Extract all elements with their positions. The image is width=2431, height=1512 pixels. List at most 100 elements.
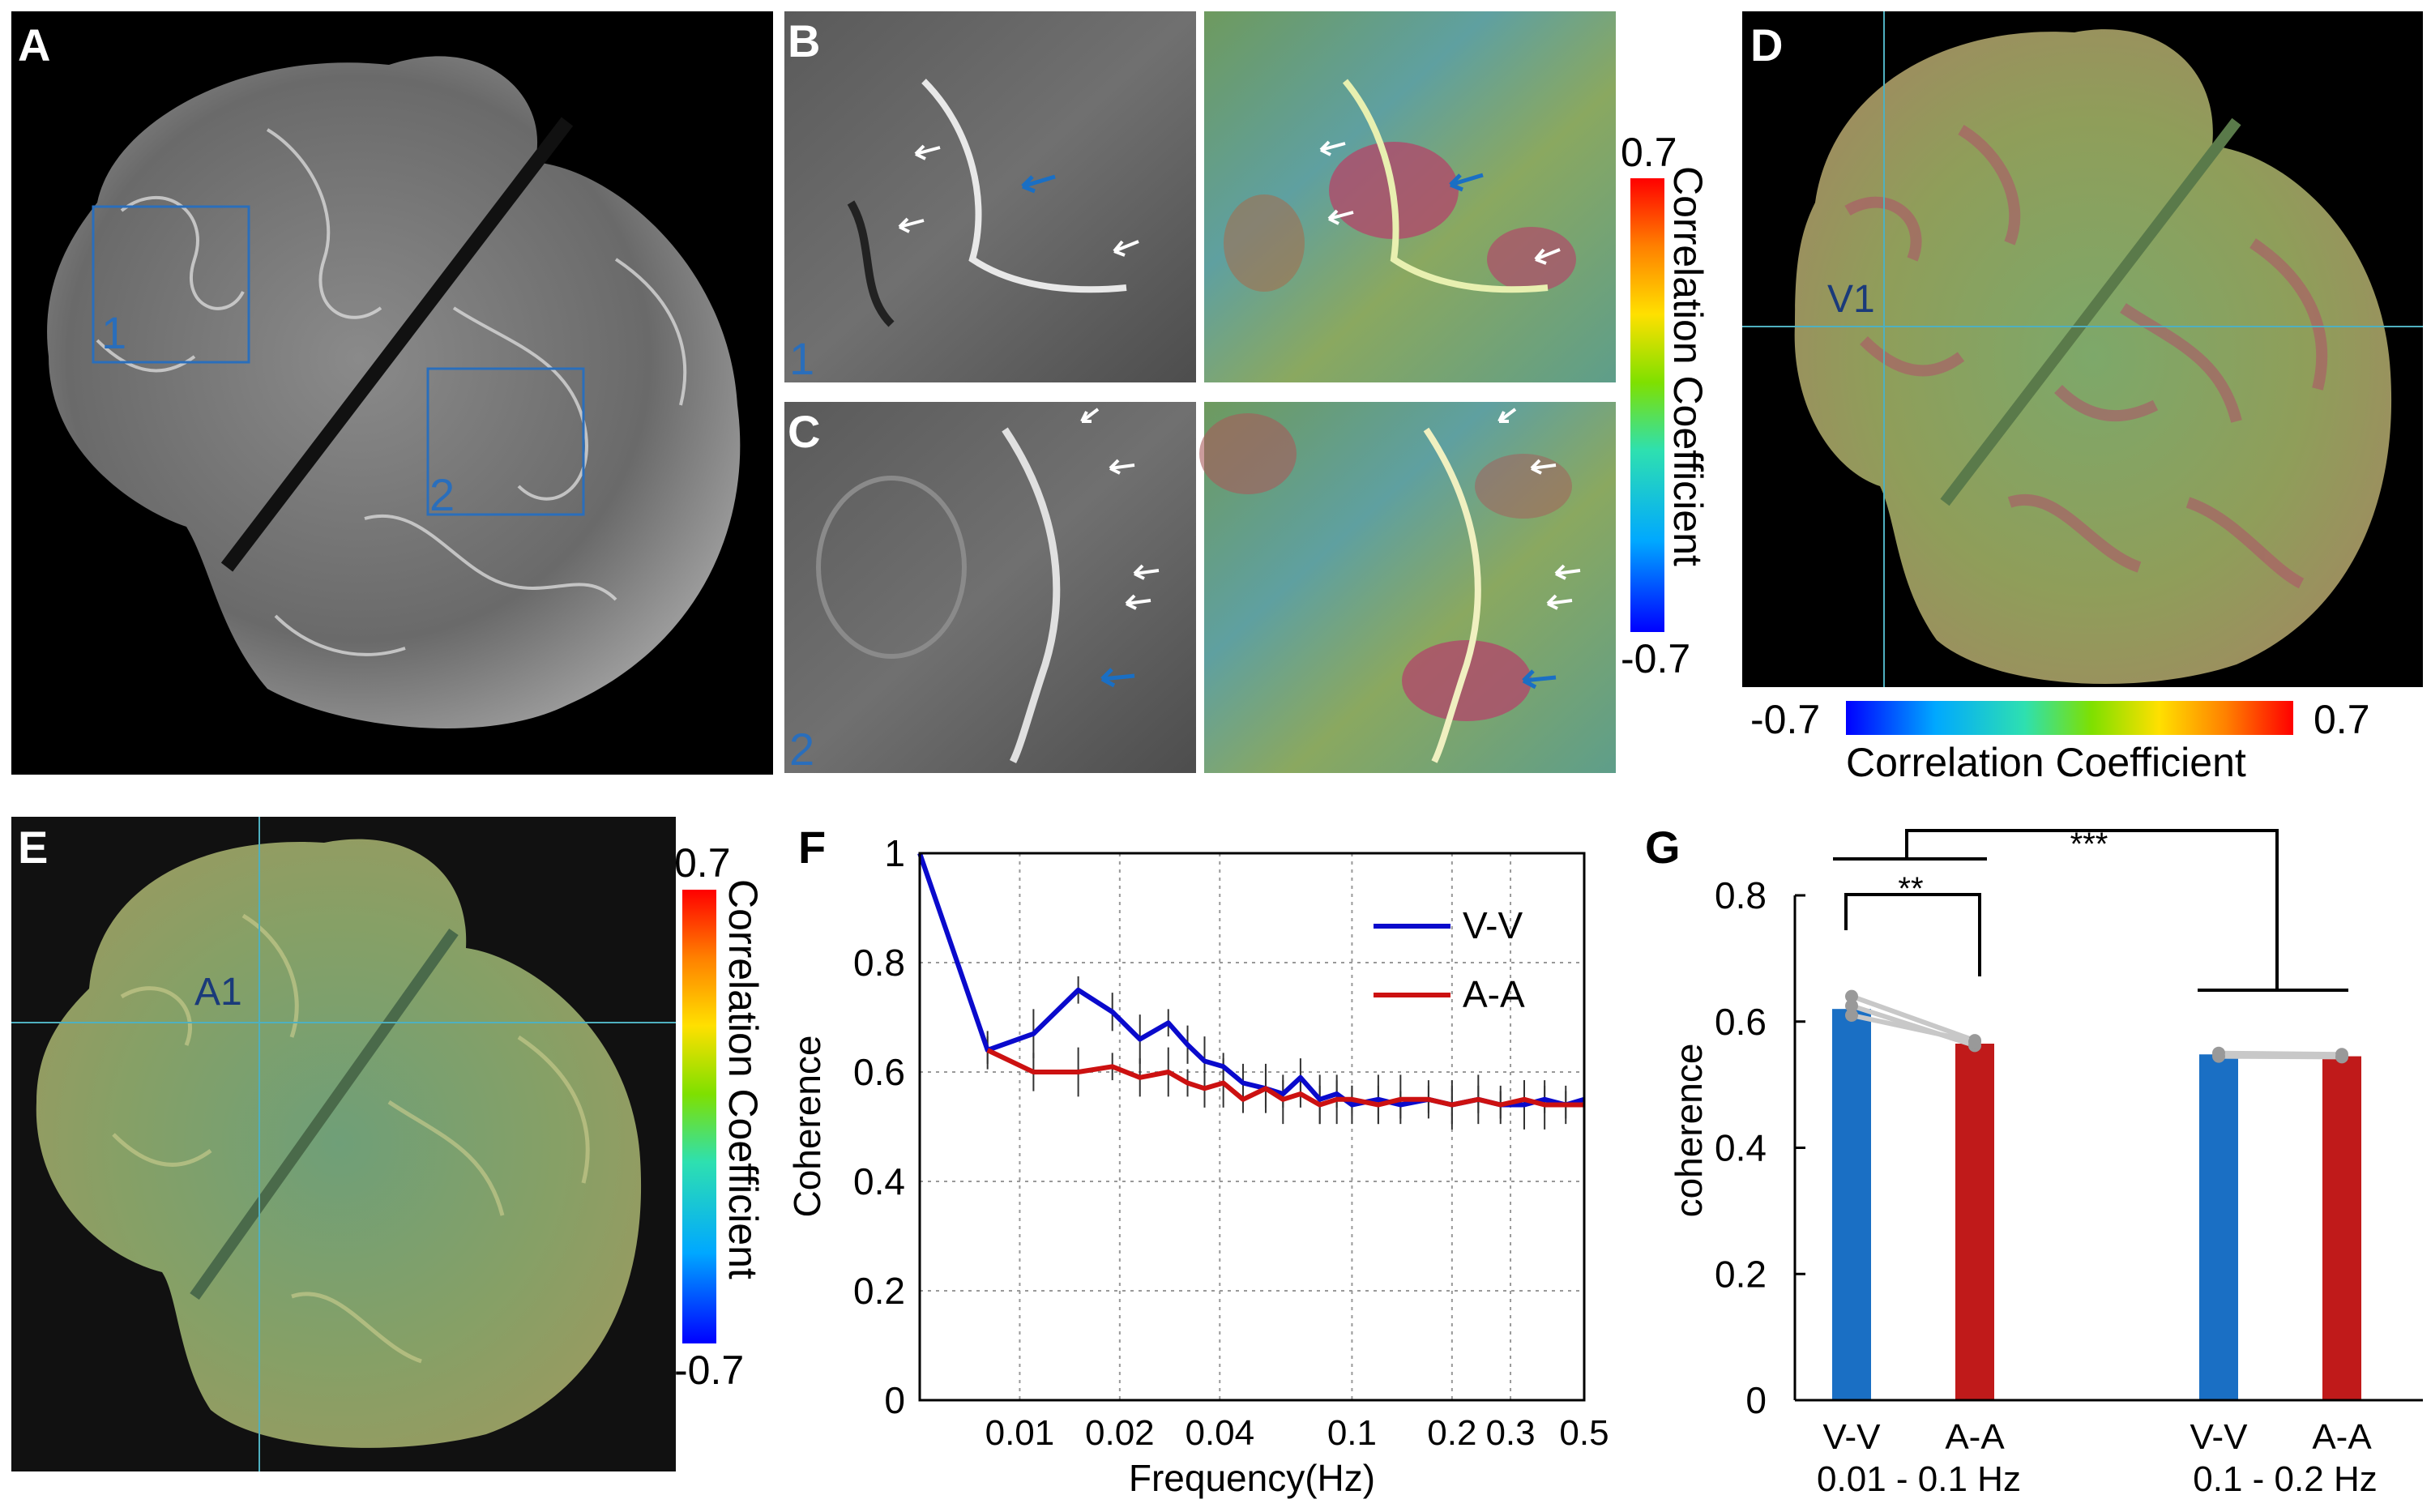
region-label-a1: A1	[194, 971, 242, 1014]
region-label-v1: V1	[1827, 278, 1875, 321]
g-ytick-label: 0.2	[1715, 1253, 1767, 1295]
panel-f-axes-frame	[918, 852, 1586, 1402]
g-subject-point	[1845, 989, 1858, 1003]
f-xtick-label: 0.04	[1185, 1413, 1254, 1453]
hotspot-c1	[1402, 640, 1532, 721]
panel-f-yticks: 0 0.2 0.4 0.6 0.8 1	[853, 832, 905, 1421]
f-xtick-label: 0.5	[1559, 1413, 1609, 1453]
white-arrows-b	[898, 140, 1561, 265]
colorbar-e-gradient	[682, 890, 716, 1343]
panel-b: B 1	[784, 11, 1616, 384]
f-ytick-label: 0	[884, 1379, 905, 1421]
g-xtick-label: V-V	[2190, 1417, 2249, 1457]
roi-label-2: 2	[429, 469, 455, 520]
g-subject-line	[2218, 1050, 2343, 1057]
colorbar-bc-max: 0.7	[1621, 130, 1677, 175]
panel-b-roi: 1	[789, 333, 814, 384]
panel-b-grey	[784, 11, 1196, 382]
panel-f-xlabel: Frequency(Hz)	[1129, 1457, 1375, 1499]
panel-f: F 00.20.40.60.81 0.01 0.02 0.04 0.1 0.2 0.3 0.…	[786, 822, 1609, 1499]
panel-c-roi: 2	[789, 724, 814, 775]
panel-g-xticks: V-V A-A V-V A-A	[1823, 1417, 2373, 1457]
f-xtick-label: 0.1	[1327, 1413, 1377, 1453]
f-ytick-label: 0.2	[853, 1270, 905, 1312]
colorbar-d: -0.7 0.7 Correlation Coefficient	[1750, 697, 2370, 785]
panel-label-b: B	[788, 15, 820, 66]
roi-label-1: 1	[101, 307, 126, 358]
f-series-a-a	[986, 1048, 1584, 1108]
map-tissue-e	[36, 839, 642, 1448]
group-label-high: 0.1 - 0.2 Hz	[2193, 1459, 2377, 1499]
fissure-d	[1940, 117, 2241, 506]
panel-g-yticks: 0 0.2 0.4 0.6 0.8	[1715, 874, 1805, 1421]
panel-f-lines	[917, 852, 1585, 1108]
f-xtick-label: 0.01	[985, 1413, 1055, 1453]
colorbar-e-min: -0.7	[674, 1348, 744, 1393]
legend-label-aa: A-A	[1463, 973, 1525, 1015]
g-subject-point	[1968, 1035, 1981, 1049]
hotspot-c2	[1199, 413, 1297, 494]
panel-label-e: E	[18, 822, 48, 873]
colorbar-e-max: 0.7	[674, 840, 731, 886]
panel-c: C 2	[784, 402, 1616, 775]
panel-label-a: A	[18, 19, 50, 70]
legend-label-vv: V-V	[1463, 904, 1523, 946]
f-ytick-label: 0.6	[853, 1051, 905, 1093]
g-xtick-label: A-A	[2312, 1417, 2372, 1457]
panel-label-c: C	[788, 406, 820, 457]
roi-box-2	[426, 367, 585, 516]
colorbar-e: 0.7 -0.7 Correlation Coefficient	[674, 840, 766, 1393]
colorbar-d-title: Correlation Coefficient	[1846, 740, 2246, 785]
significance-brackets	[1833, 829, 2348, 992]
f-xtick-label: 0.2	[1427, 1413, 1476, 1453]
group-label-low: 0.01 - 0.1 Hz	[1817, 1459, 2021, 1499]
roi-box-1	[92, 205, 250, 364]
g-subject-point	[2212, 1049, 2225, 1063]
panel-g-ylabel: coherence	[1668, 1044, 1710, 1218]
panel-f-legend: V-V A-A	[1374, 904, 1525, 1015]
panel-label-f: F	[798, 822, 826, 873]
f-ytick-label: 0.4	[853, 1160, 905, 1202]
panel-c-grey	[784, 402, 1196, 773]
panel-d: V1 D	[1742, 11, 2423, 687]
colorbar-bc-min: -0.7	[1621, 636, 1690, 681]
dark-vessel-b	[847, 200, 895, 327]
panel-f-ylabel: Coherence	[786, 1035, 828, 1217]
g-ytick-label: 0.6	[1715, 1001, 1767, 1043]
panel-g-bars	[1832, 1009, 2361, 1400]
vessel-b-grey	[921, 79, 1127, 293]
hotspot-c3	[1475, 454, 1572, 519]
colorbar-bc-gradient	[1630, 178, 1664, 632]
colorbar-d-min: -0.7	[1750, 697, 1820, 742]
panel-a: 1 2 A	[11, 11, 773, 775]
f-xtick-label: 0.3	[1485, 1413, 1535, 1453]
g-bar-2	[2199, 1054, 2238, 1400]
g-xtick-label: V-V	[1823, 1417, 1882, 1457]
gyrus-c-grey	[816, 476, 967, 659]
f-ytick-label: 0.8	[853, 942, 905, 984]
panel-g: G 0 0.2 0.4 0.6 0.8 V-V A-A V-V A-A coherence 0…	[1645, 822, 2423, 1499]
g-ytick-label: 0	[1745, 1379, 1767, 1421]
f-ytick-label: 1	[884, 832, 905, 874]
blue-arrows-b	[1021, 173, 1484, 194]
bracket-within-low	[1844, 893, 1981, 976]
slice-tissue	[47, 56, 741, 728]
g-ytick-label: 0.4	[1715, 1127, 1767, 1169]
blue-arrows-c	[1100, 668, 1557, 690]
colorbar-d-gradient	[1846, 701, 2293, 735]
colorbar-d-max: 0.7	[2314, 697, 2370, 742]
gyri-pattern	[96, 128, 687, 656]
vessel-c-grey	[1002, 427, 1061, 764]
panel-label-g: G	[1645, 822, 1681, 873]
g-ytick-label: 0.8	[1715, 874, 1767, 916]
hotspot-b3	[1224, 194, 1305, 292]
g-bar-3	[2322, 1056, 2361, 1400]
white-arrows-c	[1080, 408, 1581, 610]
g-bar-0	[1832, 1009, 1871, 1400]
sig-within-low: **	[1898, 871, 1923, 907]
panel-label-d: D	[1750, 19, 1783, 70]
g-subject-line	[1851, 1013, 1976, 1044]
f-xtick-label: 0.02	[1085, 1413, 1155, 1453]
fissure-e	[190, 928, 459, 1301]
g-subject-point	[1845, 1008, 1858, 1022]
